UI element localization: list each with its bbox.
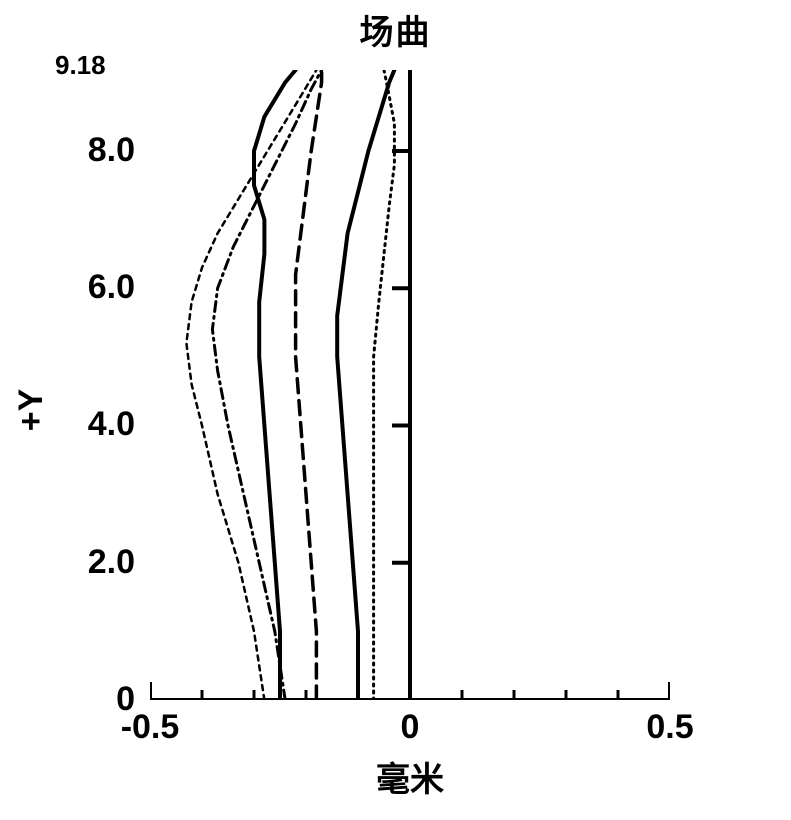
y-tick-label: 4.0 bbox=[55, 405, 135, 444]
y-axis-label: +Y bbox=[12, 389, 50, 432]
x-axis-label: 毫米 bbox=[376, 752, 444, 801]
curve-tangential-solid-2 bbox=[337, 70, 394, 700]
y-tick-label: 6.0 bbox=[55, 268, 135, 307]
x-tick-label: 0.5 bbox=[646, 708, 693, 747]
y-axis-label-wrap: +Y bbox=[12, 389, 51, 432]
chart-title: 场曲 bbox=[0, 5, 791, 54]
curve-dotted bbox=[374, 70, 395, 700]
x-tick-label: 0 bbox=[401, 708, 420, 747]
y-tick-label: 8.0 bbox=[55, 131, 135, 170]
plot-svg bbox=[150, 70, 670, 700]
curve-tangential-longdash bbox=[296, 70, 322, 700]
chart-container: 场曲 9.18 +Y 02.04.06.08.0 -0.500.5 毫米 bbox=[0, 0, 791, 820]
x-tick-label: -0.5 bbox=[121, 708, 180, 747]
y-tick-label: 2.0 bbox=[55, 543, 135, 582]
curve-sangittal-dashdot bbox=[212, 70, 321, 700]
max-y-annotation: 9.18 bbox=[55, 50, 106, 81]
